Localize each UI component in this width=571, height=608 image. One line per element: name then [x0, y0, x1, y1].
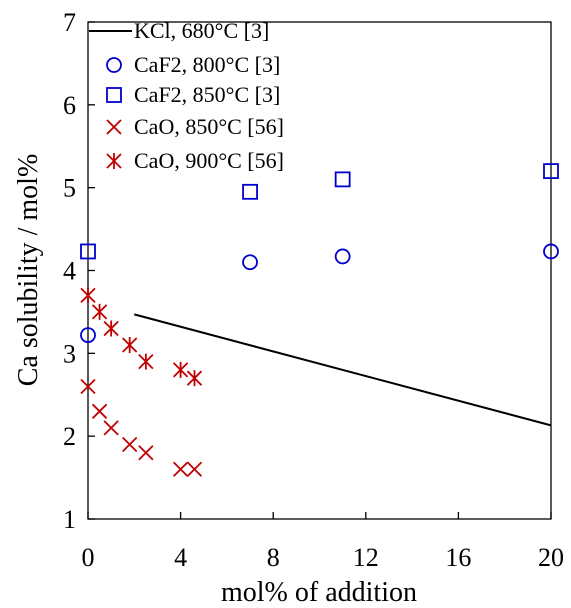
data-point-cao-850-c-56	[186, 461, 203, 477]
series-kcl-680-c-3	[134, 313, 552, 427]
y-tick-label: 3	[63, 339, 76, 368]
data-point-cao-900-c-56	[138, 353, 154, 370]
plot-marks	[80, 163, 559, 477]
x-tick-label: 0	[82, 543, 95, 572]
y-tick-label: 2	[63, 422, 76, 451]
data-point-caf2-800-c-3	[334, 248, 351, 265]
legend-label: KCl, 680°C [3]	[134, 18, 269, 43]
legend-swatch-caf2-800-c-3	[106, 57, 122, 73]
series-cao-900-c-56	[80, 287, 203, 387]
legend-swatch-caf2-850-c-3	[106, 87, 122, 103]
legend-swatch-cao-900-c-56	[106, 153, 122, 169]
data-point-caf2-800-c-3	[80, 327, 96, 344]
data-point-caf2-850-c-3	[543, 163, 559, 180]
y-tick-label: 7	[63, 8, 76, 37]
data-point-cao-900-c-56	[80, 287, 96, 304]
x-tick-label: 4	[174, 543, 187, 572]
legend-label: CaO, 900°C [56]	[134, 148, 284, 173]
series-caf2-800-c-3	[80, 243, 559, 344]
data-point-cao-850-c-56	[138, 445, 154, 461]
series-cao-850-c-56	[80, 378, 203, 477]
y-tick-label: 5	[63, 174, 76, 203]
y-tick-label: 1	[63, 505, 76, 534]
data-point-caf2-850-c-3	[334, 171, 351, 188]
data-point-cao-850-c-56	[172, 461, 189, 477]
y-axis-title: Ca solubility / mol%	[13, 154, 44, 387]
x-axis-ticks: 0 4 8 12 16 20	[82, 512, 564, 572]
data-point-caf2-800-c-3	[242, 254, 258, 271]
data-point-caf2-850-c-3	[80, 243, 96, 260]
legend: KCl, 680°C [3] CaF2, 800°C [3] CaF2, 850°C…	[89, 18, 284, 173]
legend-swatch-cao-850-c-56	[106, 119, 122, 135]
data-point-caf2-800-c-3	[543, 243, 559, 260]
data-point-cao-850-c-56	[103, 420, 119, 436]
data-point-cao-900-c-56	[122, 337, 138, 354]
legend-label: CaO, 850°C [56]	[134, 114, 284, 139]
legend-label: CaF2, 800°C [3]	[134, 52, 280, 77]
x-tick-label: 16	[445, 543, 471, 572]
y-axis-ticks: 1 2 3 4 5 6 7	[63, 8, 95, 534]
data-point-cao-900-c-56	[91, 303, 108, 320]
y-tick-label: 4	[63, 257, 76, 286]
series-line-kcl-680-c-3	[134, 313, 552, 427]
legend-label: CaF2, 850°C [3]	[134, 82, 280, 107]
data-point-cao-850-c-56	[91, 403, 108, 419]
data-point-caf2-850-c-3	[242, 183, 258, 200]
data-point-cao-850-c-56	[122, 436, 138, 453]
y-tick-label: 6	[63, 91, 76, 120]
x-axis-title: mol% of addition	[221, 577, 417, 608]
x-tick-label: 8	[267, 543, 280, 572]
data-point-cao-900-c-56	[172, 361, 189, 378]
data-point-cao-850-c-56	[80, 378, 96, 395]
data-point-cao-900-c-56	[103, 320, 119, 337]
x-tick-label: 12	[353, 543, 379, 572]
series-caf2-850-c-3	[80, 163, 559, 260]
data-point-cao-900-c-56	[186, 370, 203, 387]
x-tick-label: 20	[538, 543, 564, 572]
